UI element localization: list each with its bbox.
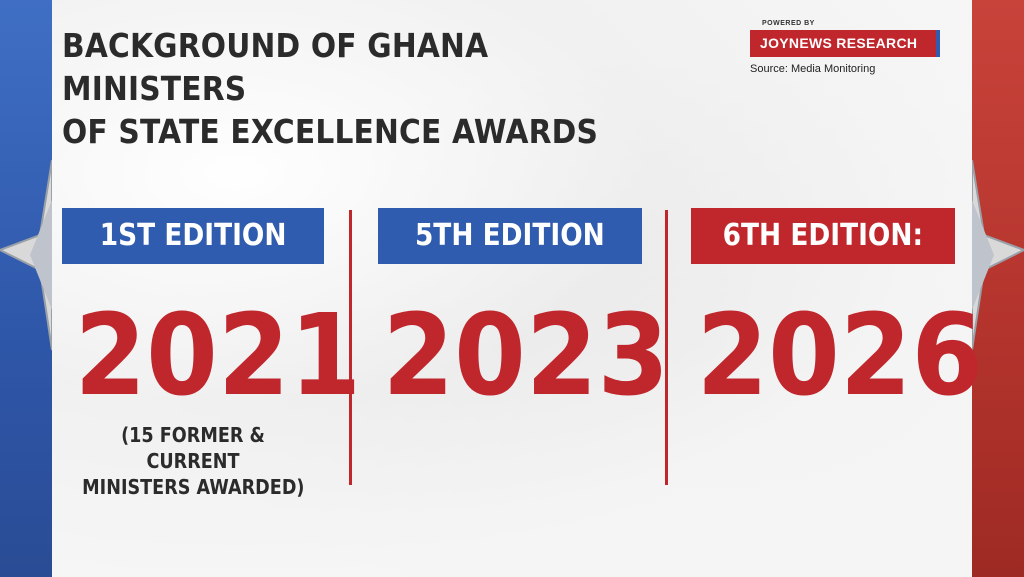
star-icon bbox=[972, 159, 1024, 351]
edition-2-label: 5TH EDITION bbox=[415, 218, 605, 253]
edition-1-note-line-2: MINISTERS AWARDED) bbox=[81, 475, 305, 499]
edition-3-year: 2026 bbox=[684, 296, 983, 416]
edition-3-label: 6TH EDITION: bbox=[722, 218, 924, 253]
powered-by-label: POWERED BY bbox=[762, 20, 815, 27]
brand-name: JOYNEWS RESEARCH bbox=[760, 35, 918, 51]
brand-badge: JOYNEWS RESEARCH bbox=[750, 30, 940, 57]
main-panel bbox=[52, 0, 972, 577]
edition-1-year: 2021 bbox=[62, 296, 361, 416]
edition-3-label-bar: 6TH EDITION: bbox=[691, 208, 955, 264]
edition-1-label: 1ST EDITION bbox=[99, 218, 287, 253]
divider-1 bbox=[349, 210, 352, 485]
page-title: BACKGROUND OF GHANA MINISTERS OF STATE E… bbox=[62, 24, 656, 153]
edition-3-year-text: 2026 bbox=[696, 291, 984, 421]
edition-1-label-bar: 1ST EDITION bbox=[62, 208, 324, 264]
source-text: Source: Media Monitoring bbox=[750, 63, 876, 75]
title-line-1: BACKGROUND OF GHANA MINISTERS bbox=[62, 26, 489, 108]
edition-1-note-line-1: (15 FORMER & CURRENT bbox=[121, 423, 265, 473]
edition-1-year-text: 2021 bbox=[74, 291, 362, 421]
brand-block: POWERED BY JOYNEWS RESEARCH Source: Medi… bbox=[750, 20, 950, 75]
divider-2 bbox=[665, 210, 668, 485]
edition-2-year: 2023 bbox=[370, 296, 669, 416]
star-icon bbox=[0, 159, 52, 351]
edition-2-year-text: 2023 bbox=[382, 291, 670, 421]
edition-2-label-bar: 5TH EDITION bbox=[378, 208, 642, 264]
edition-1-note: (15 FORMER & CURRENT MINISTERS AWARDED) bbox=[62, 422, 324, 500]
title-line-2: OF STATE EXCELLENCE AWARDS bbox=[62, 112, 599, 151]
